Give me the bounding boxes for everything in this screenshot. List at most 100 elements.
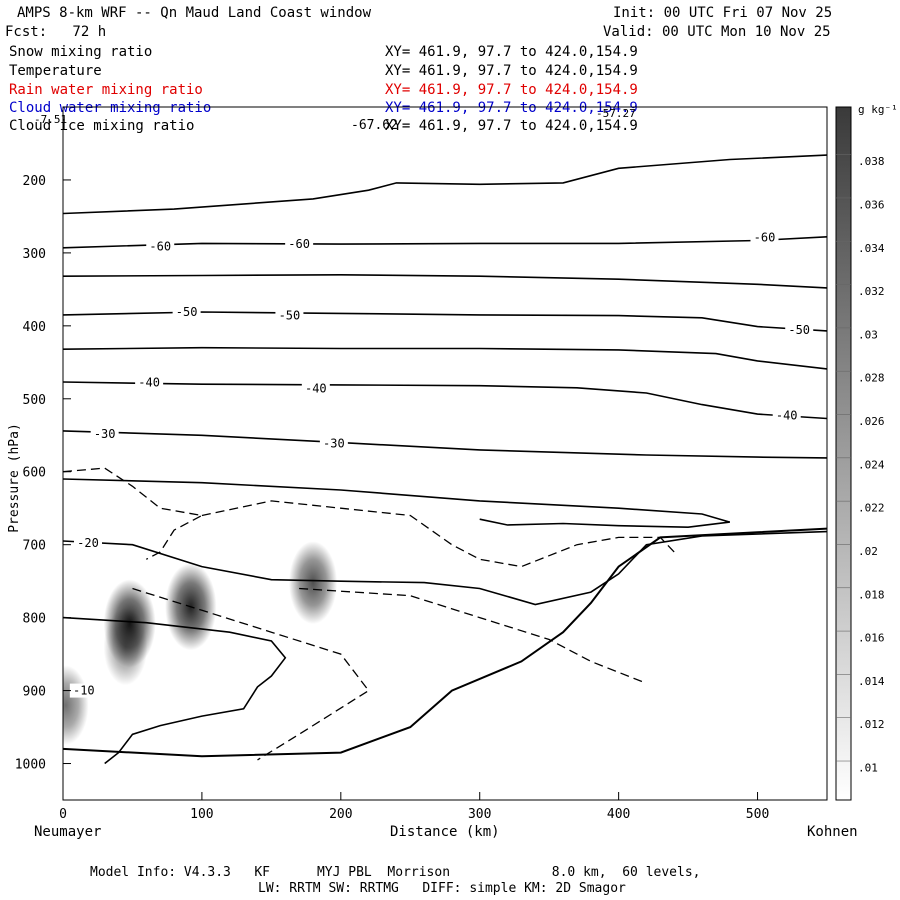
header-init: Init: 00 UTC Fri 07 Nov 25 <box>613 5 833 21</box>
colorbar-tick-label: .022 <box>858 502 885 515</box>
field-label: Cloud water mixing ratio <box>9 100 212 116</box>
isotherm-line <box>63 154 827 215</box>
isotherm-label: -40 <box>305 382 327 396</box>
snow-contour <box>201 500 675 568</box>
y-tick-label: 300 <box>23 247 46 262</box>
isotherm-label: -60 <box>754 231 776 245</box>
isotherm-line <box>63 346 827 370</box>
isotherm-label-bg <box>172 304 201 319</box>
field-label: Rain water mixing ratio <box>9 82 203 98</box>
field-xy: XY= 461.9, 97.7 to 424.0,154.9 <box>385 63 638 79</box>
colorbar-tick-label: .01 <box>858 762 878 775</box>
overlay-value: -7.51 <box>34 113 68 126</box>
colorbar-tick-label: .018 <box>858 588 885 601</box>
colorbar-unit: g kg⁻¹ <box>858 103 898 116</box>
isotherm-label-bg <box>301 381 330 396</box>
isotherm-label-bg <box>285 237 314 252</box>
colorbar-tick-label: .038 <box>858 155 885 168</box>
field-label: Temperature <box>9 63 102 79</box>
y-tick-label: 700 <box>23 539 46 554</box>
isotherm-label: -60 <box>149 239 171 253</box>
header-title: AMPS 8-km WRF -- Qn Maud Land Coast wind… <box>17 5 372 21</box>
isotherm-label-bg <box>135 375 164 390</box>
isotherm-label-bg <box>319 436 348 451</box>
colorbar-tick-label: .016 <box>858 632 885 645</box>
y-tick-label: 800 <box>23 612 46 627</box>
field-label: Snow mixing ratio <box>9 44 153 60</box>
terrain-line <box>63 527 827 758</box>
isotherm-line <box>63 381 827 420</box>
isotherm-label: -40 <box>776 409 798 423</box>
colorbar-tick-label: .028 <box>858 372 885 385</box>
model-info-2: LW: RRTM SW: RRTMG DIFF: simple KM: 2D S… <box>258 881 626 896</box>
overlay-value: -67.62 <box>351 118 398 133</box>
cloud-ice-blob <box>103 608 148 686</box>
isotherm-line <box>63 616 287 765</box>
isotherm-label-bg <box>750 230 779 245</box>
y-tick-label: 900 <box>23 685 46 700</box>
isotherm-label: -40 <box>138 376 160 390</box>
field-xy: XY= 461.9, 97.7 to 424.0,154.9 <box>385 118 638 134</box>
right-endpoint-label: Kohnen <box>807 824 858 840</box>
colorbar-tick-label: .032 <box>858 285 885 298</box>
x-tick-label: 200 <box>329 807 352 822</box>
x-tick-label: 100 <box>190 807 213 822</box>
isotherm-label: -30 <box>323 436 345 450</box>
colorbar-tick-label: .014 <box>858 675 885 688</box>
y-tick-label: 400 <box>23 320 46 335</box>
isotherm-label-bg <box>74 536 103 551</box>
field-xy: XY= 461.9, 97.7 to 424.0,154.9 <box>385 82 638 98</box>
x-tick-label: 400 <box>607 807 630 822</box>
isotherm-label-bg <box>772 408 801 423</box>
cloud-ice-blob <box>63 665 89 745</box>
isotherm-line <box>63 236 827 249</box>
colorbar-tick-label: .026 <box>858 415 885 428</box>
isotherm-line <box>63 311 827 332</box>
colorbar-tick-label: .034 <box>858 242 885 255</box>
isotherm-label: -10 <box>73 684 95 698</box>
colorbar-tick-label: .02 <box>858 545 878 558</box>
isotherm-label-bg <box>275 308 304 323</box>
x-axis-label: Distance (km) <box>390 824 500 840</box>
y-tick-label: 200 <box>23 174 46 189</box>
x-tick-label: 0 <box>59 807 67 822</box>
isotherm-label: -30 <box>94 427 116 441</box>
isotherm-label: -20 <box>77 536 99 550</box>
snow-contour <box>132 587 370 761</box>
colorbar-tick-label: .024 <box>858 458 885 471</box>
isotherm-label-bg <box>785 323 814 338</box>
isotherm-label: -60 <box>288 237 310 251</box>
isotherm-label-bg <box>146 239 175 254</box>
overlay-value: -57.27 <box>596 107 636 120</box>
x-tick-label: 500 <box>746 807 769 822</box>
y-tick-label: 1000 <box>15 758 46 773</box>
snow-contour <box>299 587 647 684</box>
snow-contour <box>63 467 204 560</box>
isotherm-label-bg <box>90 426 119 441</box>
isotherm-line <box>63 478 731 529</box>
isotherm-line <box>63 430 827 459</box>
y-tick-label: 600 <box>23 466 46 481</box>
plot-frame <box>62 106 828 801</box>
isotherm-line <box>63 530 827 606</box>
y-tick-label: 500 <box>23 393 46 408</box>
isotherm-label: -50 <box>279 309 301 323</box>
colorbar-tick-label: .012 <box>858 718 885 731</box>
isotherm-line <box>63 273 827 289</box>
model-info: Model Info: V4.3.3 KF MYJ PBL Morrison 8… <box>90 865 701 880</box>
colorbar-tick-label: .036 <box>858 198 885 211</box>
isotherm-label: -50 <box>788 323 810 337</box>
x-tick-label: 300 <box>468 807 491 822</box>
colorbar-tick-label: .03 <box>858 328 878 341</box>
field-xy: XY= 461.9, 97.7 to 424.0,154.9 <box>385 100 638 116</box>
isotherm-label-bg <box>69 683 98 698</box>
colorbar <box>835 106 852 801</box>
field-xy: XY= 461.9, 97.7 to 424.0,154.9 <box>385 44 638 60</box>
isotherm-label: -50 <box>176 305 198 319</box>
header-forecast: Fcst: 72 h <box>5 24 107 40</box>
y-axis-label: Pressure (hPa) <box>6 423 22 533</box>
cloud-ice-blob <box>288 541 338 625</box>
left-endpoint-label: Neumayer <box>34 824 102 840</box>
header-valid: Valid: 00 UTC Mon 10 Nov 25 <box>603 24 831 40</box>
